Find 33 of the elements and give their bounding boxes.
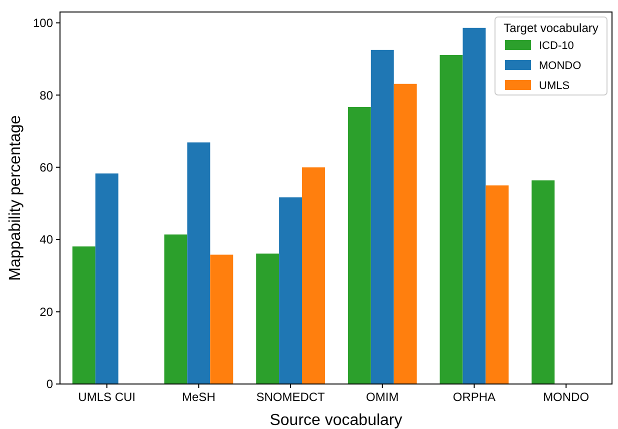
bar	[279, 197, 302, 384]
legend-label: UMLS	[539, 80, 570, 92]
x-tick-label: MONDO	[543, 390, 590, 404]
x-axis-title: Source vocabulary	[270, 412, 402, 429]
x-tick-label: MeSH	[182, 390, 216, 404]
y-tick-label: 60	[40, 160, 54, 174]
bar	[440, 54, 463, 384]
bar	[187, 142, 210, 384]
bar	[462, 28, 486, 384]
bar	[210, 254, 234, 384]
y-axis-title: Mappability percentage	[7, 115, 24, 281]
y-tick-label: 0	[46, 377, 54, 392]
legend-label: MONDO	[539, 60, 582, 72]
legend-label: ICD-10	[539, 40, 574, 52]
bar	[256, 254, 280, 384]
bar	[95, 173, 118, 384]
bar	[394, 84, 417, 384]
bar	[302, 167, 325, 384]
y-tick-label: 40	[40, 232, 54, 247]
y-tick-label: 100	[32, 16, 54, 30]
bar	[72, 246, 96, 384]
x-tick-label: OMIM	[366, 390, 399, 404]
x-tick-label: ORPHA	[452, 390, 496, 404]
bar	[370, 50, 394, 384]
bar	[532, 180, 555, 384]
bar	[164, 234, 188, 384]
y-tick-label: 80	[40, 88, 54, 102]
legend-title: Target vocabulary	[504, 21, 598, 35]
x-tick-label: UMLS CUI	[78, 390, 136, 404]
bar	[348, 106, 371, 384]
bar	[486, 185, 509, 384]
y-tick-label: 20	[40, 304, 54, 319]
x-tick-label: SNOMEDCT	[256, 390, 326, 404]
